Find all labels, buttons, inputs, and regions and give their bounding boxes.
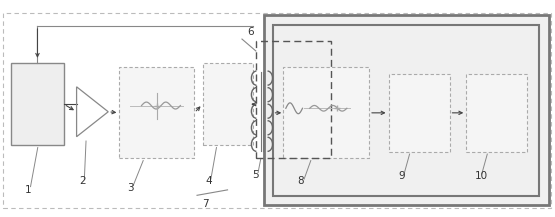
- Text: 6: 6: [248, 27, 254, 37]
- Text: 1: 1: [24, 185, 31, 195]
- Text: 7: 7: [203, 199, 209, 209]
- Bar: [388, 74, 450, 152]
- Bar: [273, 25, 539, 196]
- Text: 10: 10: [475, 171, 488, 181]
- Bar: [283, 67, 369, 158]
- Text: 4: 4: [205, 176, 212, 186]
- Bar: [203, 63, 253, 145]
- Text: 5: 5: [253, 170, 259, 180]
- Bar: [264, 15, 549, 205]
- Text: 3: 3: [128, 183, 134, 193]
- Text: 8: 8: [297, 176, 304, 186]
- Text: 9: 9: [398, 171, 405, 181]
- Bar: [11, 63, 64, 145]
- Bar: [119, 67, 194, 158]
- Bar: [466, 74, 527, 152]
- Text: 2: 2: [79, 176, 85, 186]
- Bar: [256, 41, 331, 158]
